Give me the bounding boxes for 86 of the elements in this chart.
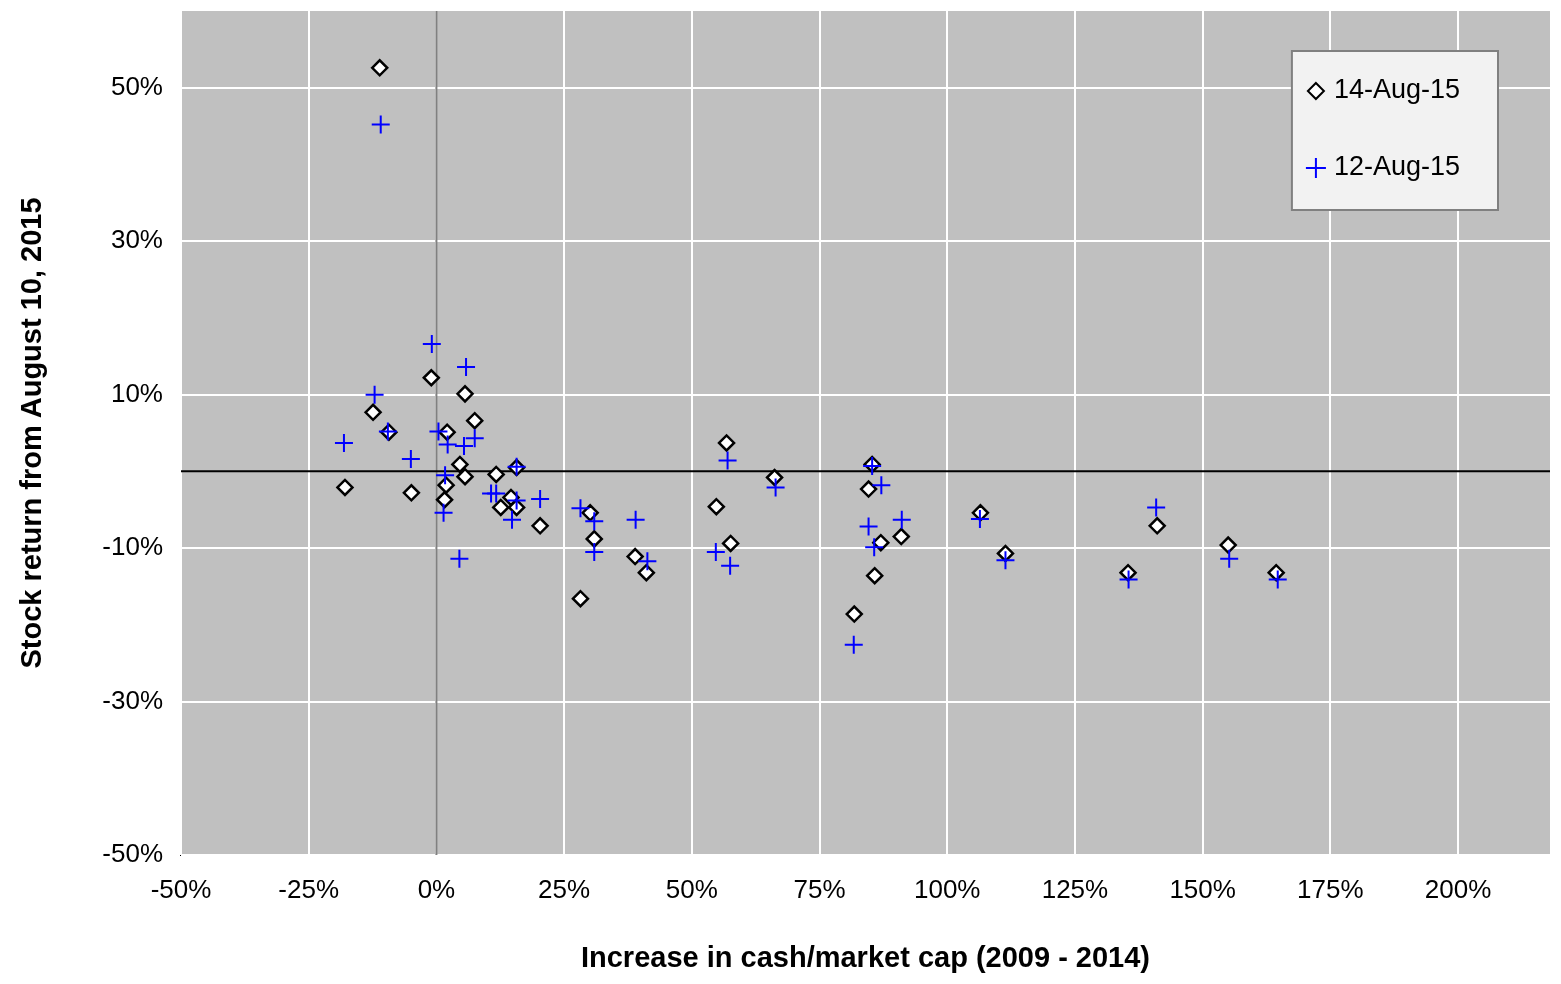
point: [435, 491, 454, 509]
y-tick-label: 50%: [110, 70, 163, 101]
legend-label: 14-Aug-15: [1333, 74, 1461, 105]
point: [765, 468, 784, 487]
point: [1219, 548, 1240, 569]
point: [871, 475, 892, 496]
point: [506, 490, 527, 511]
y-tick-label: 10%: [110, 377, 163, 408]
point: [626, 547, 644, 566]
point: [449, 548, 470, 569]
point: [437, 434, 458, 455]
point: [637, 563, 656, 582]
y-tick-label: 30%: [110, 224, 163, 255]
point: [402, 484, 421, 502]
point: [571, 589, 590, 608]
point: [456, 385, 474, 403]
x-tick-label: 0%: [417, 873, 456, 904]
point: [454, 436, 474, 457]
point: [464, 428, 485, 449]
point: [370, 59, 389, 77]
point: [843, 634, 864, 655]
point: [421, 334, 442, 354]
point: [1118, 569, 1139, 590]
point: [584, 511, 605, 532]
point: [428, 421, 449, 442]
point: [584, 541, 605, 562]
point: [456, 357, 477, 378]
point: [995, 550, 1016, 571]
x-tick-label: 175%: [1297, 873, 1364, 904]
y-tick-label: -50%: [102, 838, 163, 869]
point: [1219, 536, 1237, 554]
point: [456, 467, 474, 486]
point: [435, 465, 456, 486]
y-tick-label: -10%: [102, 531, 163, 562]
point: [433, 502, 454, 523]
point: [707, 497, 726, 516]
y-axis-title: Stock return from August 10, 2015: [15, 197, 48, 669]
point: [705, 541, 726, 562]
point: [891, 509, 912, 530]
point: [502, 509, 523, 530]
point: [858, 516, 879, 537]
x-tick-label: 100%: [913, 873, 981, 904]
point: [845, 605, 864, 623]
point: [892, 527, 911, 546]
point: [400, 449, 421, 470]
point: [364, 384, 385, 405]
x-tick-label: 50%: [665, 873, 718, 904]
point: [625, 509, 646, 530]
x-tick-label: 150%: [1169, 873, 1236, 904]
point: [465, 411, 484, 430]
legend-label: 12-Aug-15: [1333, 151, 1461, 182]
point: [585, 530, 603, 548]
point: [492, 498, 510, 517]
x-tick-label: 200%: [1424, 873, 1492, 904]
point: [969, 508, 990, 529]
y-tick-label: -30%: [102, 684, 163, 715]
point: [865, 566, 884, 585]
point: [859, 480, 878, 498]
point: [451, 455, 469, 474]
point: [531, 517, 549, 535]
point: [721, 534, 740, 553]
x-tick-label: -50%: [150, 873, 212, 904]
point: [487, 465, 505, 484]
point: [1146, 497, 1167, 518]
point: [717, 434, 736, 452]
point: [1267, 569, 1288, 590]
point: [720, 555, 741, 576]
x-tick-label: -25%: [278, 873, 340, 904]
point: [637, 551, 658, 572]
point: [336, 478, 354, 497]
point: [1148, 517, 1166, 535]
point: [717, 450, 738, 471]
point: [486, 483, 507, 504]
x-axis-title: Increase in cash/market cap (2009 - 2014): [580, 940, 1151, 973]
x-tick-label: 75%: [793, 873, 846, 904]
point: [370, 114, 391, 135]
point: [864, 537, 885, 558]
x-tick-label: 25%: [538, 873, 591, 904]
point: [333, 432, 354, 453]
point: [765, 477, 786, 498]
point: [437, 476, 455, 494]
x-tick-label: 125%: [1041, 873, 1109, 904]
point: [570, 498, 591, 519]
point: [422, 369, 441, 387]
point: [364, 403, 382, 422]
point: [530, 488, 551, 509]
